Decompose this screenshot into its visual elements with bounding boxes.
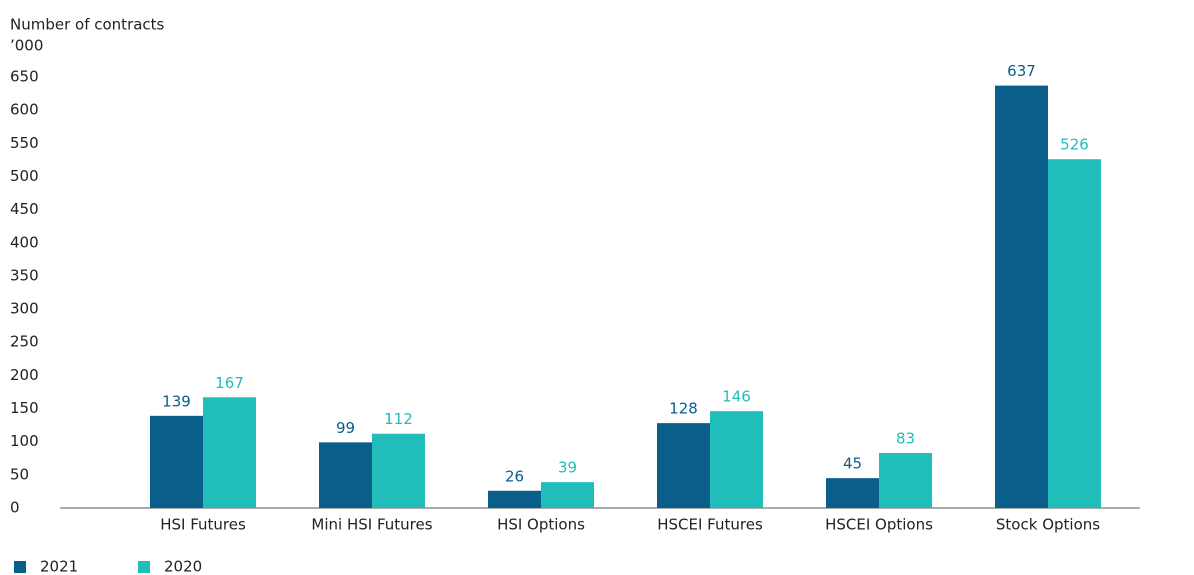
- legend-label: 2020: [164, 558, 202, 575]
- bar: [657, 423, 710, 508]
- value-label: 45: [843, 455, 862, 473]
- bar: [319, 442, 372, 508]
- x-tick-label: HSCEI Futures: [657, 516, 763, 534]
- bar: [203, 397, 256, 508]
- value-label: 39: [558, 459, 577, 477]
- y-tick-label: 500: [10, 167, 39, 185]
- legend-swatch: [14, 561, 26, 573]
- y-tick-label: 100: [10, 432, 39, 450]
- y-tick-label: 150: [10, 399, 39, 417]
- y-tick-label: 0: [10, 499, 20, 517]
- legend-label: 2021: [40, 558, 78, 575]
- y-axis-title: Number of contracts: [10, 16, 165, 34]
- y-tick-label: 300: [10, 300, 39, 318]
- value-label: 139: [162, 392, 191, 410]
- value-label: 83: [896, 429, 915, 447]
- y-tick-label: 400: [10, 233, 39, 251]
- value-label: 167: [215, 374, 244, 392]
- value-label: 112: [384, 410, 413, 428]
- y-axis-unit: ’000: [10, 37, 43, 55]
- y-tick-label: 250: [10, 333, 39, 351]
- x-tick-label: Mini HSI Futures: [311, 516, 432, 534]
- x-tick-label: HSI Futures: [160, 516, 246, 534]
- y-tick-label: 350: [10, 266, 39, 284]
- legend-swatch: [138, 561, 150, 573]
- value-label: 526: [1060, 136, 1089, 154]
- bar: [1048, 159, 1101, 508]
- bar: [488, 490, 541, 508]
- value-label: 637: [1007, 62, 1036, 80]
- bar: [541, 482, 594, 508]
- bar: [710, 411, 763, 508]
- value-label: 99: [336, 419, 355, 437]
- bar: [150, 415, 203, 508]
- x-tick-label: HSCEI Options: [825, 516, 933, 534]
- y-tick-label: 450: [10, 200, 39, 218]
- value-label: 146: [722, 388, 751, 406]
- bar: [995, 85, 1048, 509]
- y-tick-label: 550: [10, 134, 39, 152]
- y-tick-label: 600: [10, 101, 39, 119]
- bar: [879, 452, 932, 508]
- value-label: 26: [505, 467, 524, 485]
- value-label: 128: [669, 400, 698, 418]
- y-tick-label: 200: [10, 366, 39, 384]
- x-tick-label: HSI Options: [497, 516, 585, 534]
- bar: [826, 478, 879, 508]
- bar: [372, 433, 425, 508]
- x-tick-label: Stock Options: [996, 516, 1100, 534]
- y-tick-label: 650: [10, 68, 39, 86]
- y-tick-label: 50: [10, 465, 29, 483]
